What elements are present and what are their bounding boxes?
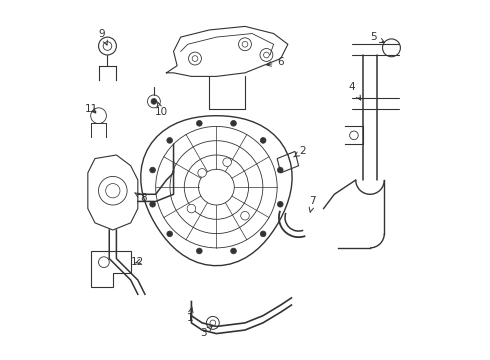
Circle shape [151,99,157,104]
Text: 3: 3 [200,326,212,338]
Text: 4: 4 [349,82,361,100]
Text: 2: 2 [294,147,305,157]
Circle shape [198,168,206,177]
Circle shape [260,138,266,143]
Circle shape [150,167,155,173]
Circle shape [196,248,202,254]
Text: 12: 12 [131,257,145,267]
Circle shape [187,204,196,213]
Circle shape [167,231,172,237]
Circle shape [223,158,231,166]
Text: 11: 11 [85,104,98,113]
Text: 5: 5 [370,32,385,42]
Text: 6: 6 [267,57,284,67]
Circle shape [231,248,236,254]
Circle shape [277,201,283,207]
Circle shape [241,211,249,220]
Text: 8: 8 [135,193,147,203]
Circle shape [167,138,172,143]
Text: 10: 10 [154,102,168,117]
Circle shape [260,231,266,237]
Text: 9: 9 [99,28,107,45]
Circle shape [196,121,202,126]
Text: 1: 1 [186,307,193,323]
Circle shape [231,121,236,126]
Circle shape [277,167,283,173]
Circle shape [150,201,155,207]
Text: 7: 7 [309,197,316,212]
